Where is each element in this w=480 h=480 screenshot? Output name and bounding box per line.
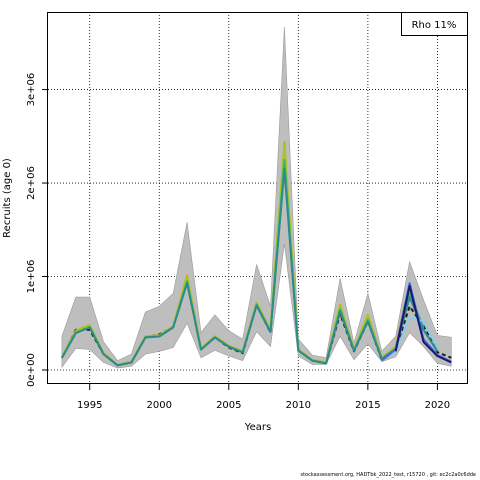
x-tick-label-0: 1995: [77, 400, 102, 411]
x-axis-title: Years: [244, 422, 271, 433]
confidence-band-area: [61, 26, 452, 369]
series-line-7: [394, 284, 452, 364]
x-tick-label-5: 2020: [425, 400, 450, 411]
x-tick-label-1: 2000: [147, 400, 172, 411]
x-tick-label-4: 2015: [355, 400, 380, 411]
legend-text: Rho 11%: [412, 20, 457, 31]
x-tick-label-2: 2005: [216, 400, 241, 411]
y-tick-label-0: 0e+00: [26, 353, 37, 387]
legend: Rho 11%: [401, 12, 468, 36]
x-axis: 1995 2000 2005 2010 2015 2020: [77, 384, 450, 411]
y-tick-label-1: 1e+06: [26, 260, 37, 294]
series-line-4: [61, 168, 439, 367]
series-lines: [61, 140, 452, 367]
footer-credit: stockassessment.org, HADTbk_2022_test, r…: [300, 472, 476, 478]
y-axis-title: Recruits (age 0): [2, 158, 13, 238]
confidence-band: [61, 26, 452, 369]
legend-box: [401, 12, 468, 36]
y-tick-label-3: 3e+06: [26, 73, 37, 107]
y-axis: 0e+00 1e+06 2e+06 3e+06: [26, 73, 48, 387]
x-tick-label-3: 2010: [286, 400, 311, 411]
y-tick-label-2: 2e+06: [26, 166, 37, 200]
plot-frame: [47, 12, 468, 384]
